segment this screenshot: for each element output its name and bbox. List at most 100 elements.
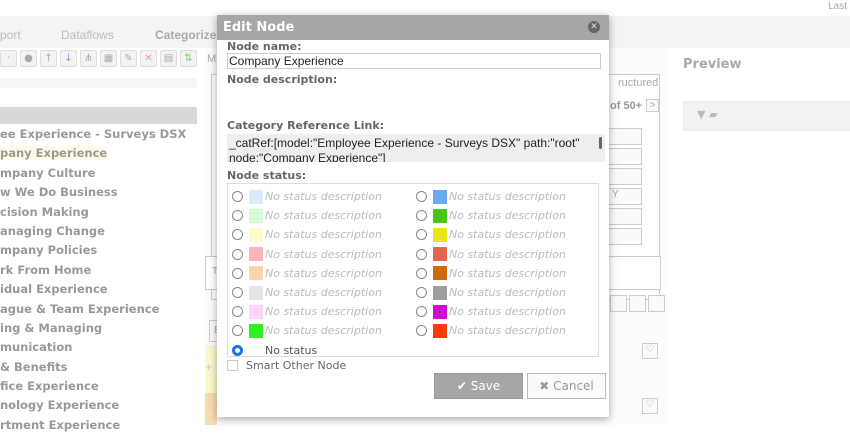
tree-node[interactable]: w We Do Business: [0, 185, 118, 200]
record-button[interactable]: [605, 148, 642, 165]
node-description-input[interactable]: [227, 93, 605, 109]
status-option[interactable]: No status description: [232, 225, 382, 244]
status-radio[interactable]: [416, 210, 427, 222]
record-button[interactable]: [605, 128, 642, 145]
status-option[interactable]: No status description: [232, 206, 382, 225]
color-strip: [205, 393, 217, 425]
tree-node[interactable]: rk From Home: [0, 262, 92, 277]
tree-node[interactable]: mpany Culture: [0, 165, 96, 180]
rule-icon[interactable]: [610, 295, 627, 312]
grid-icon[interactable]: ▦: [100, 50, 117, 67]
status-radio[interactable]: [416, 229, 427, 241]
status-option[interactable]: No status description: [232, 302, 382, 321]
node-name-input[interactable]: [227, 53, 601, 69]
hierarchy-icon[interactable]: ⋔: [80, 50, 97, 67]
tree-header: [0, 78, 197, 88]
tree-node[interactable]: cision Making: [0, 204, 89, 219]
status-radio[interactable]: [232, 191, 243, 202]
filter-icon[interactable]: ▼: [697, 108, 706, 121]
record-button[interactable]: [605, 208, 642, 225]
status-description: No status description: [449, 247, 566, 261]
tab-import[interactable]: port: [0, 28, 21, 42]
tree-node[interactable]: ee Experience - Surveys DSX: [0, 127, 187, 141]
status-radio[interactable]: [416, 267, 427, 279]
status-option[interactable]: No status description: [416, 245, 566, 264]
status-radio[interactable]: [416, 248, 427, 260]
status-swatch: [249, 227, 263, 242]
status-option[interactable]: No status description: [416, 321, 566, 340]
status-option[interactable]: No status description: [416, 187, 566, 206]
node-status-label: Node status:: [227, 169, 307, 182]
status-option[interactable]: No status description: [416, 264, 566, 283]
status-radio-selected[interactable]: [232, 345, 243, 356]
status-option[interactable]: No status description: [416, 283, 566, 302]
status-option[interactable]: No status description: [232, 321, 382, 340]
folder-open-icon[interactable]: ▰: [708, 108, 718, 121]
tab-categorize[interactable]: Categorize: [155, 28, 216, 42]
move-down-icon[interactable]: ↓: [60, 50, 77, 67]
refresh-icon[interactable]: ⇅: [180, 50, 197, 67]
lightbulb-icon[interactable]: ♡: [642, 398, 658, 414]
node-name-label: Node name:: [227, 40, 302, 53]
status-option[interactable]: No status description: [232, 283, 382, 302]
status-option[interactable]: No status description: [232, 187, 382, 206]
tree-node[interactable]: fice Experience: [0, 379, 99, 394]
tree-node[interactable]: mpany Policies: [0, 243, 98, 258]
delete-icon[interactable]: ✕: [140, 50, 157, 67]
table-icon[interactable]: ▤: [160, 50, 177, 67]
tree-node[interactable]: ing & Managing: [0, 320, 103, 335]
mode-label: M: [207, 53, 217, 65]
status-swatch: [249, 208, 263, 223]
tree-node[interactable]: munication: [0, 340, 73, 355]
status-radio[interactable]: [232, 325, 243, 337]
status-radio[interactable]: [232, 210, 243, 222]
status-radio[interactable]: [416, 306, 427, 318]
cancel-button[interactable]: ✖ Cancel: [527, 373, 606, 399]
status-radio[interactable]: [416, 325, 427, 337]
move-up-icon[interactable]: ↑: [40, 50, 57, 67]
save-button[interactable]: ✔ Save: [434, 373, 523, 399]
status-radio[interactable]: [232, 267, 243, 279]
status-radio[interactable]: [232, 229, 243, 241]
tab-dataflows[interactable]: Dataflows: [61, 28, 114, 42]
tree-node[interactable]: anaging Change: [0, 223, 105, 238]
remove-rule-icon[interactable]: [648, 295, 665, 312]
status-option[interactable]: No status description: [416, 302, 566, 321]
status-radio[interactable]: [232, 248, 243, 260]
next-page-button[interactable]: >: [646, 99, 659, 112]
close-icon[interactable]: ✕: [588, 21, 600, 33]
status-radio[interactable]: [416, 287, 427, 298]
status-option[interactable]: No status description: [232, 264, 382, 283]
record-button[interactable]: Y: [605, 188, 642, 205]
checkbox[interactable]: [227, 360, 238, 371]
tree-node[interactable]: idual Experience: [0, 282, 108, 297]
node-description-label: Node description:: [227, 73, 338, 86]
tree-node[interactable]: rtment Experience: [0, 417, 121, 432]
lightbulb-icon[interactable]: ♡: [642, 343, 658, 359]
status-radio[interactable]: [232, 287, 243, 298]
status-swatch: [433, 266, 447, 281]
status-option[interactable]: No status description: [416, 225, 566, 244]
preview-title: Preview: [683, 57, 742, 72]
tree-node[interactable]: ague & Team Experience: [0, 301, 160, 316]
add-rule-icon[interactable]: [629, 295, 646, 312]
record-button[interactable]: [605, 168, 642, 185]
status-radio[interactable]: [416, 191, 427, 202]
scrollbar[interactable]: [599, 137, 602, 149]
status-option[interactable]: No status description: [416, 206, 566, 225]
tree-node[interactable]: nology Experience: [0, 398, 120, 413]
comment-icon[interactable]: ●: [20, 50, 37, 67]
status-option-none[interactable]: No status: [232, 341, 317, 360]
tool-icon[interactable]: ·: [0, 50, 17, 67]
status-radio[interactable]: [232, 306, 243, 318]
status-option[interactable]: No status description: [232, 245, 382, 264]
ref-link-textarea[interactable]: _catRef:[model:"Employee Experience - Su…: [227, 134, 605, 162]
tree-node[interactable]: & Benefits: [0, 359, 68, 374]
add-icon[interactable]: +: [205, 345, 217, 393]
status-swatch: [249, 189, 263, 204]
record-button[interactable]: [605, 228, 642, 245]
tree-node-selected[interactable]: pany Experience: [0, 146, 108, 161]
status-description: No status description: [265, 305, 382, 319]
smart-other-node-checkbox[interactable]: Smart Other Node: [227, 359, 346, 372]
edit-icon[interactable]: ✎: [120, 50, 137, 67]
